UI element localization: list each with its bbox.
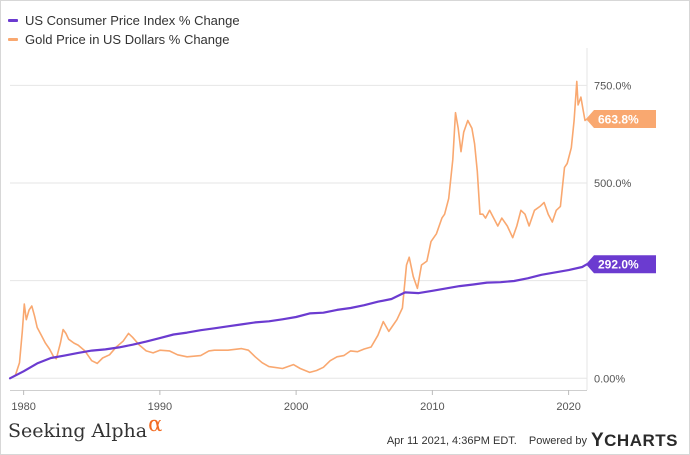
ycharts-logo-y: Y bbox=[590, 430, 605, 451]
ycharts-logo[interactable]: YCHARTS bbox=[591, 430, 678, 452]
x-tick-label-2020: 2020 bbox=[556, 401, 580, 413]
end-flag-cpi bbox=[586, 255, 656, 274]
legend-swatch-gold bbox=[8, 38, 18, 41]
legend-item-gold[interactable]: Gold Price in US Dollars % Change bbox=[8, 30, 240, 49]
y-tick-label-500: 500.0% bbox=[594, 178, 632, 190]
end-label-gold: 663.8% bbox=[598, 113, 639, 127]
legend-label-gold: Gold Price in US Dollars % Change bbox=[25, 32, 230, 47]
legend: US Consumer Price Index % Change Gold Pr… bbox=[8, 11, 240, 49]
seeking-alpha-logo: Seeking Alphaα bbox=[8, 412, 162, 442]
timestamp: Apr 11 2021, 4:36PM EDT. bbox=[386, 435, 517, 447]
y-tick-label-0: 0.00% bbox=[594, 373, 625, 385]
brand-name: Seeking Alpha bbox=[8, 420, 148, 442]
x-tick-label-1990: 1990 bbox=[148, 401, 172, 413]
x-tick-label-1980: 1980 bbox=[11, 401, 35, 413]
end-flag-gold bbox=[586, 110, 656, 129]
series-line-cpi bbox=[8, 263, 589, 380]
y-tick-label-750: 750.0% bbox=[594, 80, 632, 92]
legend-label-cpi: US Consumer Price Index % Change bbox=[25, 13, 240, 28]
ycharts-logo-rest: CHARTS bbox=[604, 431, 678, 450]
powered-by-text: Powered by bbox=[528, 435, 587, 447]
x-tick-label-2010: 2010 bbox=[420, 401, 444, 413]
end-label-cpi: 292.0% bbox=[598, 258, 639, 272]
series-line-gold bbox=[9, 80, 588, 380]
x-tick-label-2000: 2000 bbox=[284, 401, 308, 413]
alpha-symbol: α bbox=[148, 412, 163, 436]
legend-item-cpi[interactable]: US Consumer Price Index % Change bbox=[8, 11, 240, 30]
footer-meta: Apr 11 2021, 4:36PM EDT. Powered by YCHA… bbox=[387, 430, 678, 452]
legend-swatch-cpi bbox=[8, 19, 18, 22]
